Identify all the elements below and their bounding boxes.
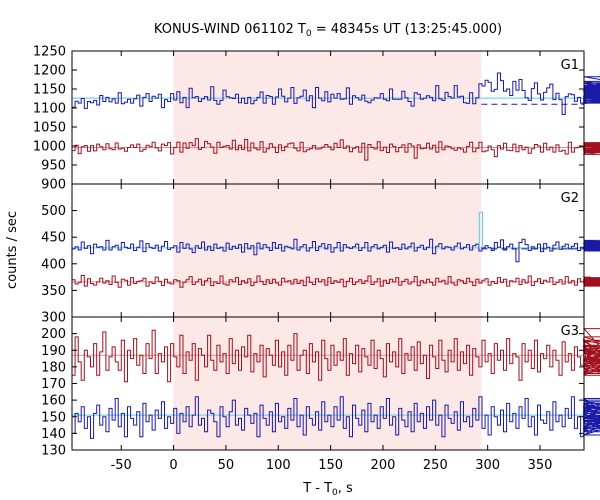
- x-axis-label-rest: , s: [338, 481, 353, 496]
- x-axis-label-main: T - T: [302, 481, 332, 496]
- panel-label-g1: G1: [561, 58, 579, 73]
- y-tick-label-g3: 200: [41, 327, 66, 342]
- y-tick-label-g1: 1200: [33, 64, 66, 79]
- x-tick-label: -50: [111, 458, 132, 473]
- series-red-g1: [72, 138, 600, 161]
- x-tick-label: 350: [528, 458, 553, 473]
- x-tick-label: 0: [169, 458, 177, 473]
- y-axis-label: counts / sec: [5, 211, 20, 289]
- chart-title-subscript: 0: [306, 29, 312, 39]
- y-tick-label-g2: 350: [41, 284, 66, 299]
- y-tick-label-g1: 1150: [33, 83, 66, 98]
- y-tick-label-g1: 1100: [33, 102, 66, 117]
- x-tick-label: 100: [266, 458, 291, 473]
- series-layer: [72, 72, 600, 439]
- y-tick-label-g3: 160: [41, 394, 66, 409]
- series-red-g2: [72, 275, 600, 288]
- y-tick-label-g2: 300: [41, 311, 66, 326]
- y-tick-label-g1: 900: [41, 178, 66, 193]
- y-tick-label-g1: 1050: [33, 121, 66, 136]
- y-tick-label-g3: 180: [41, 360, 66, 375]
- x-tick-label: 300: [475, 458, 500, 473]
- series-blue-g1: [72, 72, 600, 115]
- y-tick-label-g3: 140: [41, 427, 66, 442]
- y-tick-label-g3: 150: [41, 410, 66, 425]
- labels-layer: 900950100010501100115012001250G130035040…: [33, 45, 579, 474]
- y-tick-label-g2: 400: [41, 257, 66, 272]
- x-tick-label: 250: [423, 458, 448, 473]
- chart-title: KONUS-WIND 061102 T0 = 48345s UT (13:25:…: [154, 22, 502, 39]
- panel-label-g2: G2: [561, 191, 579, 206]
- y-tick-label-g1: 950: [41, 159, 66, 174]
- series-blue-g3: [72, 396, 600, 439]
- y-tick-label-g1: 1000: [33, 140, 66, 155]
- axes-frame-layer: [71, 50, 585, 451]
- y-tick-label-g2: 450: [41, 231, 66, 246]
- x-tick-label: 200: [371, 458, 396, 473]
- x-tick-label: 150: [318, 458, 343, 473]
- spike-g2: [478, 211, 483, 248]
- x-tick-label: 50: [218, 458, 235, 473]
- x-axis-label: T - T0, s: [302, 481, 353, 498]
- chart-title-main: KONUS-WIND 061102 T: [154, 22, 306, 37]
- y-tick-label-g3: 190: [41, 344, 66, 359]
- y-tick-label-g2: 500: [41, 204, 66, 219]
- x-axis-label-subscript: 0: [332, 488, 338, 498]
- series-blue-g2: [72, 238, 600, 263]
- chart-title-rest: = 48345s UT (13:25:45.000): [312, 22, 502, 37]
- y-tick-label-g1: 1250: [33, 45, 66, 60]
- panel-label-g3: G3: [561, 324, 579, 339]
- series-red-g3: [72, 328, 600, 383]
- y-tick-label-g3: 170: [41, 377, 66, 392]
- y-tick-label-g3: 130: [41, 444, 66, 459]
